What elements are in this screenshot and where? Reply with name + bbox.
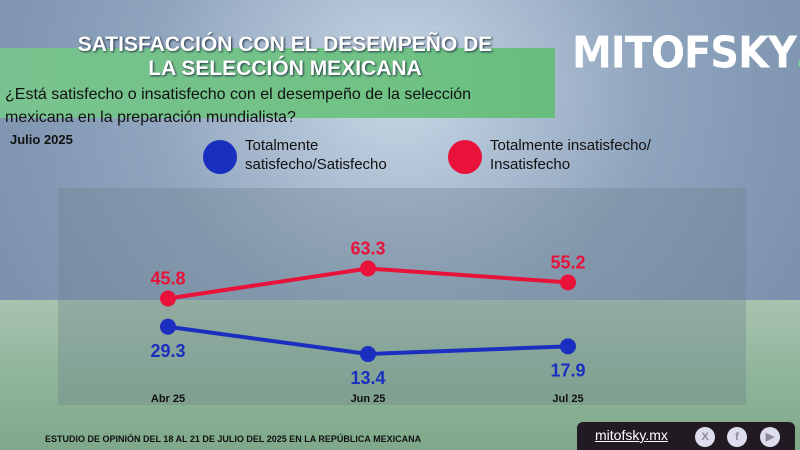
legend-satisfied: Totalmente satisfecho/Satisfecho (203, 136, 387, 174)
data-point (160, 290, 176, 307)
legend-swatch-red (448, 140, 482, 174)
data-label: 29.3 (150, 341, 185, 361)
x-tick-label: Jun 25 (351, 393, 386, 405)
footer-box (577, 422, 795, 450)
study-note: ESTUDIO DE OPINIÓN DEL 18 AL 21 DE JULIO… (45, 434, 422, 444)
facebook-icon[interactable]: f (727, 427, 747, 447)
mitofsky-logo: MITOFSKY30 (572, 27, 800, 79)
data-point (560, 274, 576, 291)
data-label: 55.2 (550, 252, 585, 272)
data-point (360, 260, 376, 277)
data-point (160, 318, 176, 335)
legend-dissatisfied: Totalmente insatisfecho/ Insatisfecho (448, 136, 651, 174)
website-link[interactable]: mitofsky.mx (595, 427, 668, 443)
legend-text: Totalmente insatisfecho/ (490, 137, 651, 154)
x-tick-label: Abr 25 (151, 393, 185, 405)
legend-text: Totalmente (245, 137, 319, 154)
x-tick-label: Jul 25 (552, 393, 583, 405)
page-title: SATISFACCIÓN CON EL DESEMPEÑO DE LA SELE… (60, 33, 510, 81)
data-point (360, 346, 376, 363)
data-label: 63.3 (350, 239, 385, 259)
legend-swatch-blue (203, 140, 237, 174)
title-band (0, 48, 555, 118)
legend-text: Insatisfecho (490, 156, 571, 173)
date-label: Julio 2025 (10, 132, 73, 147)
legend-text: satisfecho/Satisfecho (245, 156, 387, 173)
title-line-1: SATISFACCIÓN CON EL DESEMPEÑO DE (77, 33, 493, 56)
question: ¿Está satisfecho o insatisfecho con el d… (5, 86, 472, 126)
x-icon[interactable]: X (695, 427, 715, 447)
data-label: 45.8 (150, 268, 185, 288)
data-label: 17.9 (550, 360, 585, 380)
title-line-2: LA SELECCIÓN MEXICANA (148, 57, 422, 80)
data-point (560, 338, 576, 355)
data-label: 13.4 (350, 368, 385, 388)
youtube-icon[interactable]: ▶ (760, 427, 780, 447)
